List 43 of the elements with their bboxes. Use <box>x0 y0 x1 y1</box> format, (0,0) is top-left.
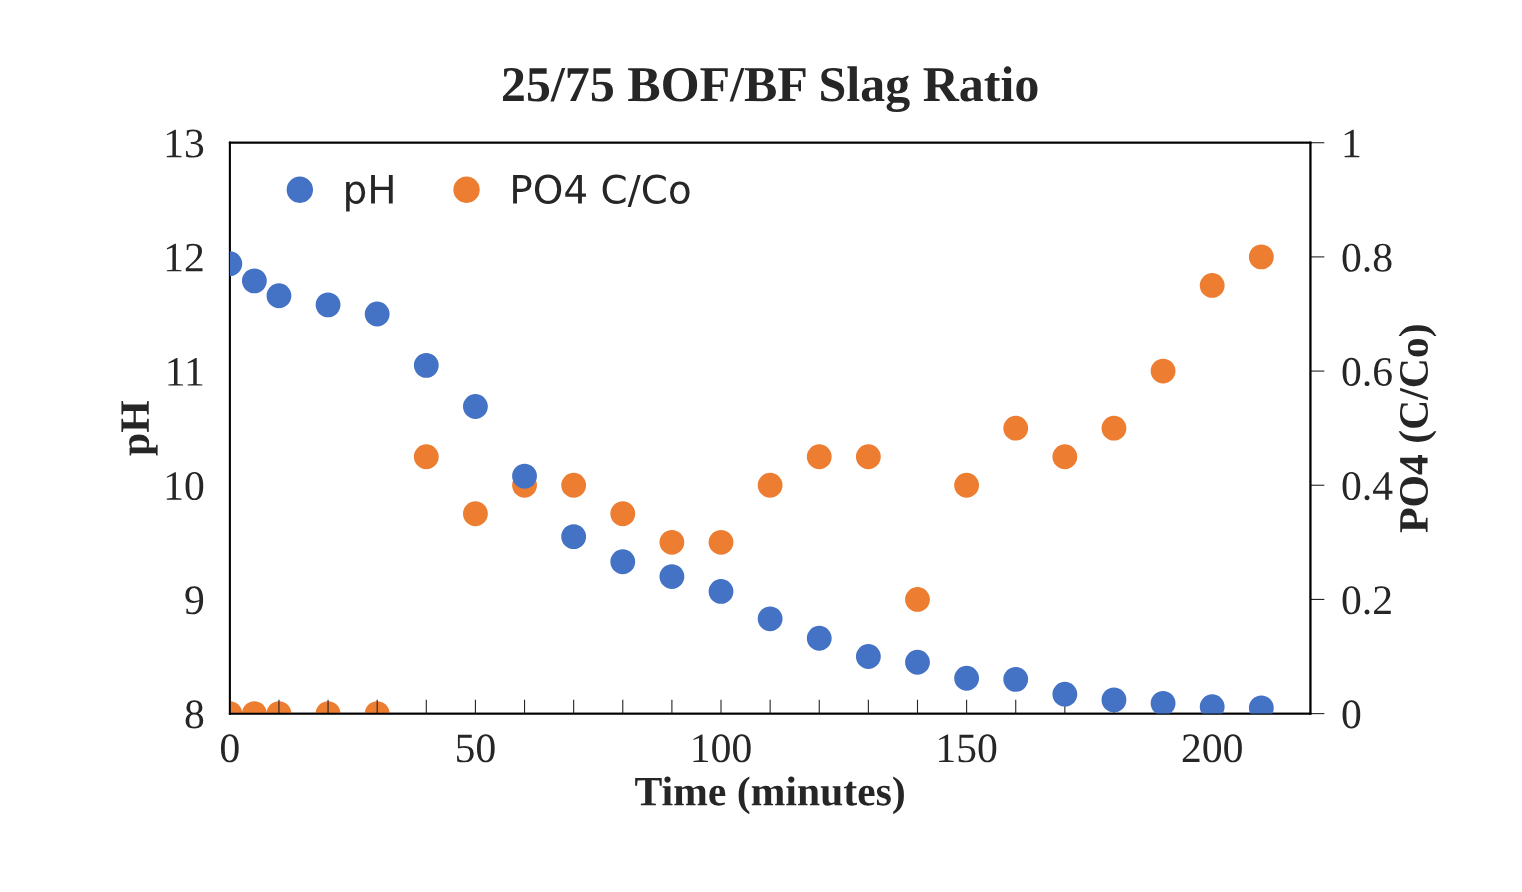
x-tick-label: 100 <box>693 734 751 763</box>
x-tick-label: 50 <box>457 734 495 763</box>
point <box>1003 666 1029 692</box>
point <box>463 394 488 419</box>
y2-axis-title: PO4 (C/Co) <box>1398 325 1437 533</box>
point <box>561 524 587 550</box>
x-tick-label: 150 <box>939 734 997 763</box>
y-tick-label: 12 <box>166 243 203 272</box>
point <box>1052 681 1078 707</box>
y2-tick-label: 0.8 <box>1342 243 1392 272</box>
point <box>855 644 881 669</box>
point <box>1101 687 1127 713</box>
point <box>610 549 636 575</box>
point <box>1150 690 1176 714</box>
point <box>905 649 930 675</box>
y-tick-label: 9 <box>185 586 204 615</box>
y-tick-label: 10 <box>166 472 204 501</box>
x-axis-title: Time (minutes) <box>635 776 904 815</box>
point <box>364 301 390 327</box>
point <box>659 564 685 590</box>
point <box>512 463 537 489</box>
point <box>315 292 341 318</box>
point <box>413 352 439 378</box>
point <box>708 579 734 604</box>
x-tick-label: 0 <box>220 734 239 763</box>
y2-tick-label: 0 <box>1342 700 1361 729</box>
point <box>757 606 783 632</box>
chart-title: 25/75 BOF/BF Slag Ratio <box>503 66 1038 113</box>
legend-label: PO4 C/Co <box>513 174 690 207</box>
y-tick-label: 11 <box>168 358 203 386</box>
point <box>266 283 292 309</box>
point <box>954 665 980 691</box>
y2-tick-label: 0.6 <box>1342 357 1392 387</box>
point <box>241 268 267 294</box>
y2-tick-label: 0.4 <box>1342 472 1393 501</box>
point <box>806 625 832 651</box>
legend-label: pH <box>346 175 393 212</box>
y2-tick-label: 0.2 <box>1342 586 1391 615</box>
x-tick-label: 200 <box>1182 734 1242 763</box>
y2-tick-label: 1 <box>1344 129 1360 158</box>
y-tick-label: 8 <box>185 700 204 729</box>
y-axis-title: pH <box>121 401 158 456</box>
y-tick-label: 13 <box>166 129 204 158</box>
